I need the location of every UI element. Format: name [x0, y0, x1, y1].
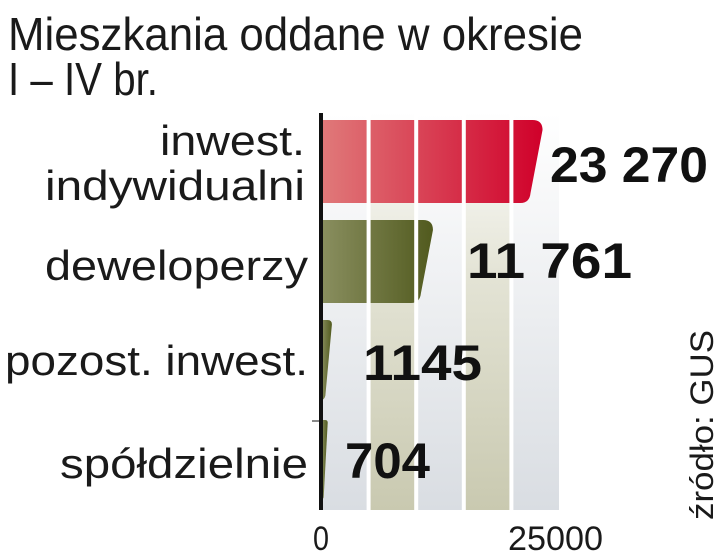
value-label: 23 270: [550, 137, 708, 193]
bar: [321, 220, 433, 303]
category-label: inwest.: [160, 117, 305, 164]
category-label: pozost. inwest.: [5, 337, 308, 384]
value-label: 704: [345, 433, 430, 489]
chart-title: Mieszkania oddane w okresie: [8, 8, 583, 60]
x-tick-label: 25000: [508, 520, 603, 555]
bar: [321, 120, 543, 203]
chart-subtitle: I – IV br.: [8, 53, 158, 105]
bar: [321, 320, 332, 400]
x-tick-label: 0: [313, 520, 329, 555]
value-label: 1145: [363, 335, 482, 391]
value-label: 11 761: [467, 233, 632, 289]
category-label: deweloperzy: [45, 242, 308, 289]
source-note: źródło: GUS: [684, 330, 720, 520]
category-label: spółdzielnie: [60, 440, 308, 487]
category-label: indywidualni: [45, 162, 305, 209]
